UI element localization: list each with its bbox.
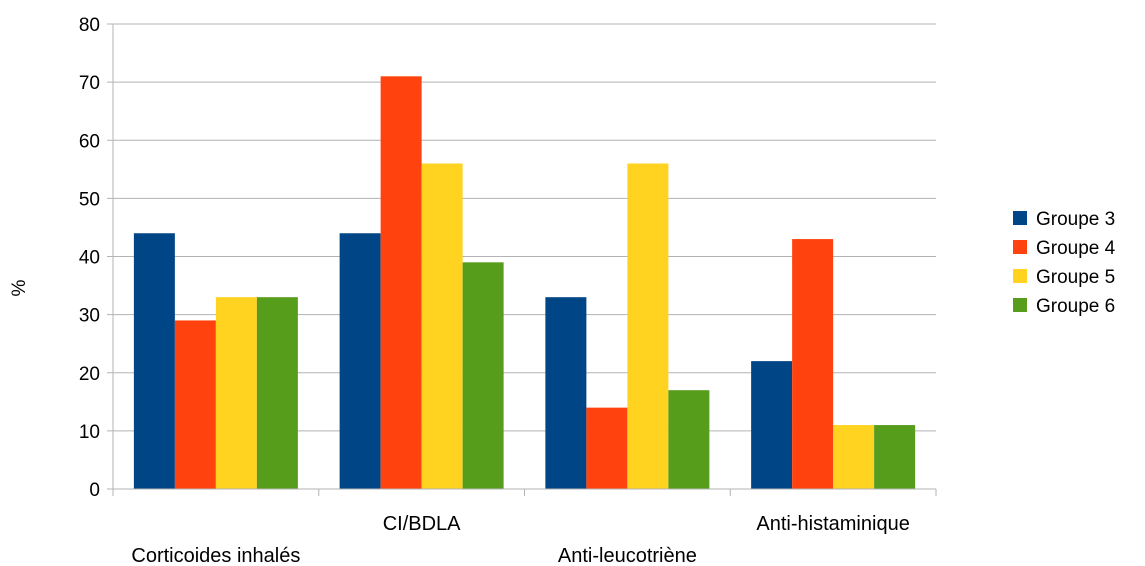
legend-label: Groupe 4 — [1036, 238, 1116, 259]
bar-groupe-5 — [627, 163, 669, 489]
bar-groupe-6 — [874, 425, 916, 489]
y-tick-label: 80 — [79, 15, 100, 36]
bar-groupe-5 — [215, 297, 257, 489]
y-tick-label: 20 — [79, 364, 100, 385]
bar-groupe-3 — [339, 233, 381, 489]
legend-swatch — [1013, 240, 1027, 254]
legend-label: Groupe 6 — [1036, 296, 1115, 317]
legend: Groupe 3 Groupe 4 Groupe 5 Groupe 6 — [1013, 209, 1116, 317]
bar-groupe-3 — [133, 233, 175, 489]
bar-groupe-6 — [256, 297, 298, 489]
legend-label: Groupe 5 — [1036, 267, 1115, 288]
bar-groupe-4 — [380, 76, 422, 489]
y-tick-label: 10 — [79, 422, 100, 443]
bar-groupe-3 — [545, 297, 587, 489]
x-axis-categories: Corticoides inhalés CI/BDLA Anti-leucotriè… — [131, 513, 909, 566]
bar-groupe-5 — [833, 425, 875, 489]
category-label: CI/BDLA — [383, 513, 461, 535]
bar-groupe-3 — [751, 361, 793, 489]
bar-groupe-6 — [462, 262, 504, 489]
y-tick-label: 60 — [79, 131, 100, 152]
bars — [133, 76, 916, 489]
y-tick-label: 30 — [79, 306, 100, 327]
bar-groupe-4 — [586, 407, 628, 489]
y-tick-label: 70 — [79, 73, 100, 94]
y-tick-label: 40 — [79, 248, 100, 269]
category-label: Corticoides inhalés — [131, 545, 300, 566]
bar-groupe-4 — [792, 239, 834, 489]
category-label: Anti-leucotriène — [558, 545, 697, 566]
axes — [112, 24, 937, 496]
y-axis-label: % — [9, 279, 30, 296]
y-axis-ticks: 0 10 20 30 40 50 60 70 80 — [79, 15, 113, 501]
category-label: Anti-histaminique — [756, 513, 909, 535]
legend-swatch — [1013, 298, 1027, 312]
legend-swatch — [1013, 269, 1027, 283]
legend-swatch — [1013, 211, 1027, 225]
legend-label: Groupe 3 — [1036, 209, 1115, 230]
bar-groupe-4 — [174, 320, 216, 489]
y-tick-label: 50 — [79, 189, 100, 210]
bar-groupe-6 — [668, 390, 710, 489]
bar-groupe-5 — [421, 163, 463, 489]
y-tick-label: 0 — [89, 480, 100, 501]
